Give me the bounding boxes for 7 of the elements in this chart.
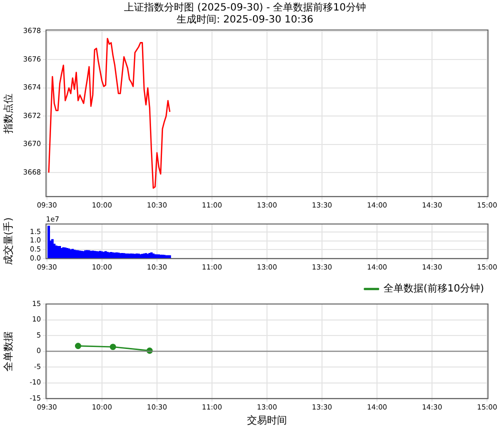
- y-axis-title: 成交量(手): [2, 217, 15, 266]
- chart-title: 上证指数分时图 (2025-09-30) - 全单数据前移10分钟: [124, 2, 366, 14]
- legend-label: 全单数据(前移10分钟): [383, 282, 484, 295]
- x-axis-title: 交易时间: [247, 414, 287, 427]
- chart-subtitle: 生成时间: 2025-09-30 10:36: [176, 14, 314, 26]
- y-axis-title: 全单数据: [2, 331, 15, 372]
- y-axis-title: 指数点位: [2, 93, 15, 134]
